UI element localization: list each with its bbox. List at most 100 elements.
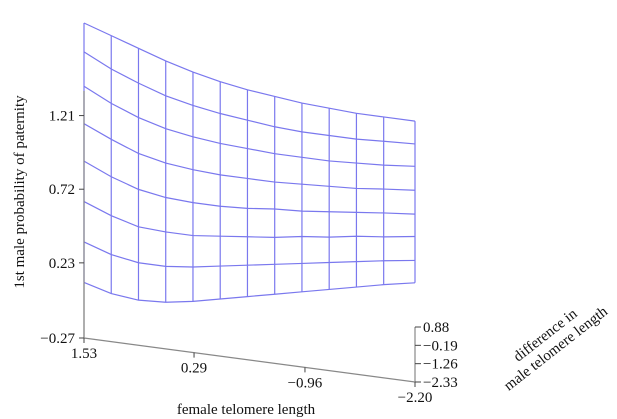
surface-cell (356, 260, 384, 288)
surface-cell (329, 135, 357, 164)
surface-cell (165, 128, 193, 170)
surface-cell (356, 113, 384, 142)
surface-cell (329, 108, 357, 140)
surface-cell (165, 231, 193, 267)
x-axis-title: female telomere length (177, 402, 316, 418)
surface-mesh (83, 22, 416, 303)
surface-cell (84, 161, 112, 216)
surface-cell (247, 120, 275, 154)
x-axis-line (83, 337, 416, 383)
z-tick-label: 0.23 (49, 256, 75, 272)
z-tick-label: −0.27 (40, 331, 75, 347)
surface-cell (274, 208, 302, 238)
surface-cell (301, 236, 330, 264)
surface-cell (192, 169, 221, 207)
surface-cell (220, 113, 248, 149)
surface-cell (274, 182, 302, 212)
surface-cell (111, 35, 139, 84)
x-tick-label: −0.96 (288, 375, 323, 391)
x-tick-label: 0.29 (181, 361, 207, 377)
axes (79, 91, 421, 387)
surface-cell (356, 139, 384, 166)
surface-cell (274, 126, 302, 158)
surface-cell (165, 266, 193, 303)
y-tick-label: −1.26 (423, 357, 458, 373)
surface-cell (138, 226, 166, 267)
y-tick-label: −0.19 (423, 338, 458, 354)
surface-cell (301, 262, 330, 292)
surface-cell (274, 96, 302, 132)
surface-cell (138, 83, 166, 129)
surface-cell (247, 264, 275, 297)
surface-cell (383, 141, 415, 167)
surface-cell (247, 89, 275, 127)
surface-cell (138, 117, 166, 164)
z-tick-label: 1.21 (49, 109, 75, 125)
surface-cell (220, 236, 248, 267)
y-tick-label: 0.88 (423, 320, 449, 336)
surface-cell (383, 189, 415, 215)
surface-cell (84, 23, 112, 69)
surface-cell (192, 202, 221, 237)
surface-cell (301, 157, 330, 187)
surface-cell (192, 72, 221, 114)
surface-cell (247, 208, 275, 238)
surface-cell (220, 174, 248, 209)
x-tick-label: −2.20 (398, 390, 433, 406)
surface-cell (247, 236, 275, 266)
surface-cell (84, 241, 112, 294)
surface-cell (356, 163, 384, 190)
surface-cell (220, 206, 248, 237)
surface-cell (356, 236, 384, 262)
surface-cell (111, 139, 139, 190)
surface-cell (356, 212, 384, 237)
surface-cell (165, 197, 193, 236)
surface-cell (111, 176, 139, 227)
surface-cell (301, 184, 330, 212)
surface-cell (274, 263, 302, 295)
surface-cell (247, 178, 275, 209)
surface-cell (111, 103, 139, 154)
surface-cell (329, 236, 357, 263)
surface-cell (383, 212, 415, 237)
surface-cell (329, 160, 357, 189)
surface-cell (383, 260, 415, 285)
surface-cell (329, 211, 357, 238)
x-tick-label: 1.53 (71, 346, 97, 362)
surface-cell (165, 95, 193, 137)
surface-cell (220, 265, 248, 299)
surface-cell (329, 186, 357, 213)
surface-cell (138, 262, 166, 303)
surface-cell (111, 215, 139, 263)
surface-cell (274, 236, 302, 265)
surface-cell (220, 143, 248, 179)
surface-cell (383, 165, 415, 191)
surface-cell (111, 68, 139, 118)
surface-cell (329, 261, 357, 290)
surface-cell (383, 116, 415, 144)
surface-cell (192, 266, 221, 302)
surface-cell (301, 211, 330, 238)
surface-cell (356, 188, 384, 213)
surface-cell (383, 236, 415, 261)
surface-cell (165, 60, 193, 106)
surface-cell (138, 48, 166, 96)
y-tick-label: −2.33 (423, 375, 458, 391)
surface-cell (247, 148, 275, 183)
surface-cell (192, 235, 221, 267)
surface-cell (138, 189, 166, 232)
surface-cell (192, 136, 221, 175)
surface-cell (111, 254, 139, 301)
surface-cell (274, 153, 302, 185)
surface-cell (192, 105, 221, 144)
surface-cell (165, 163, 193, 203)
z-tick-label: 0.72 (49, 182, 75, 198)
surface-cell (220, 81, 248, 121)
surface-cell (301, 131, 330, 161)
surface-cell (138, 153, 166, 198)
surface-cell (301, 103, 330, 136)
surface-cell (84, 123, 112, 177)
z-axis-title: 1st male probability of paternity (12, 95, 28, 289)
